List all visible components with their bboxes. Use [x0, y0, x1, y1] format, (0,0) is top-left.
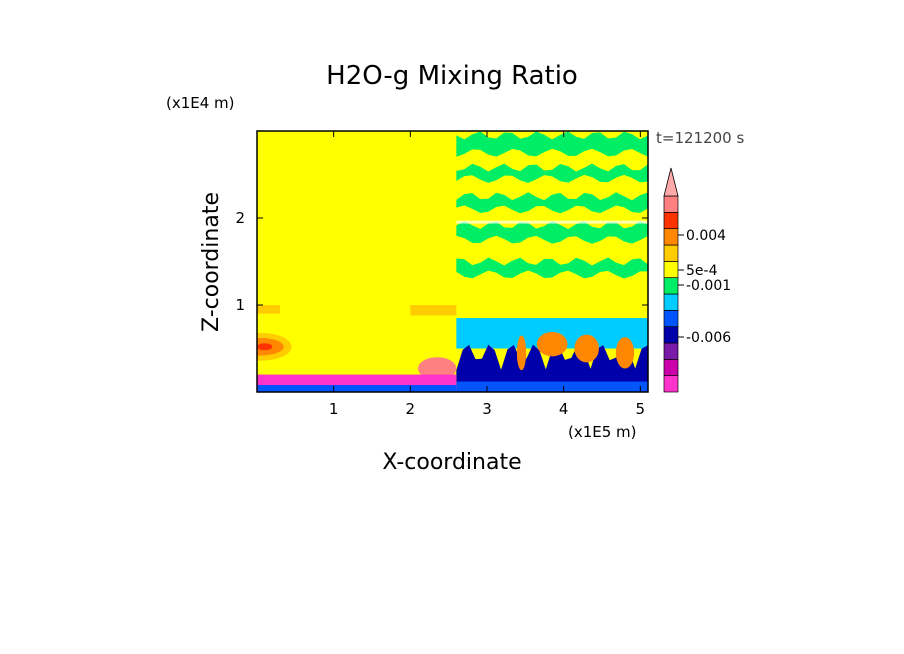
colorbar-extend-arrow [663, 167, 679, 197]
colorbar-segment [663, 277, 679, 295]
colorbar-segment [663, 293, 679, 311]
colorbar-segment [663, 309, 679, 328]
colorbar-segment [663, 326, 679, 344]
y-unit-label: (x1E4 m) [166, 94, 235, 112]
field-blue-base [456, 381, 648, 392]
y-tick-label: 1 [235, 296, 245, 314]
x-tick-label: 2 [406, 400, 416, 418]
colorbar-segment [663, 342, 679, 360]
x-unit-label: (x1E5 m) [568, 423, 637, 441]
y-tick-label: 2 [235, 209, 245, 227]
colorbar-segment [663, 358, 679, 377]
field-green-band [456, 220, 648, 244]
field-orange-cell [615, 337, 635, 369]
colorbar-segment [663, 244, 679, 262]
plot-area [257, 131, 648, 392]
field-green-band [456, 163, 648, 183]
field-left-band [257, 305, 280, 314]
field-left-plume-core [257, 343, 273, 351]
colorbar-segment [663, 195, 679, 213]
x-axis-label: X-coordinate [382, 450, 521, 475]
field-green-band [456, 257, 648, 279]
time-label: t=121200 s [656, 129, 744, 147]
field-orange-cell [536, 331, 568, 357]
field-pink-streak [418, 357, 457, 380]
y-axis-label: Z-coordinate [199, 192, 224, 332]
plot-frame [256, 130, 649, 393]
x-axis: 1 2 3 4 5 [329, 131, 645, 418]
field-surface-blue [257, 385, 457, 392]
x-tick-label: 4 [559, 400, 569, 418]
x-tick-label: 3 [482, 400, 492, 418]
field-green-band [456, 131, 648, 157]
colorbar-segment [663, 260, 679, 279]
colorbar-label: 0.004 [686, 228, 726, 244]
x-tick-label: 5 [636, 400, 646, 418]
field-green-band [456, 192, 648, 214]
field-blue-convection [456, 344, 648, 392]
field-mid-band [410, 305, 457, 316]
x-tick-label: 1 [329, 400, 339, 418]
field-orange-cell [516, 335, 527, 371]
chart-title: H2O-g Mixing Ratio [326, 61, 578, 91]
colorbar-segment [663, 228, 679, 246]
field-orange-cell [574, 334, 599, 363]
colorbar-label: -0.001 [686, 278, 731, 294]
colorbar-label: 5e-4 [686, 263, 718, 279]
colorbar-label: -0.006 [686, 330, 731, 346]
y-axis: 12 [235, 209, 648, 314]
field-streak [456, 220, 648, 224]
colorbar-segment [663, 375, 679, 393]
colorbar-segment [663, 211, 679, 230]
